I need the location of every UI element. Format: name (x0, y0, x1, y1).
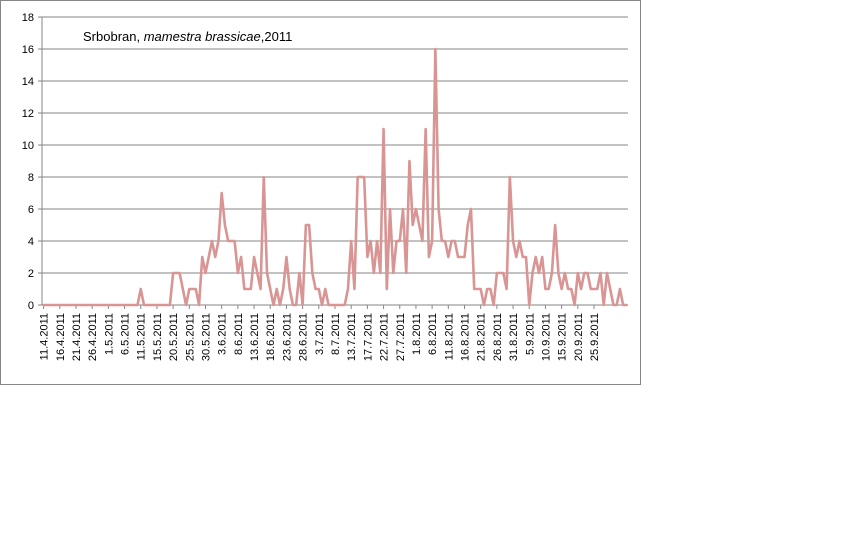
x-tick-label: 28.6.2011 (298, 313, 310, 361)
x-tick-label: 18.6.2011 (265, 313, 277, 361)
x-tick-label: 11.4.2011 (39, 313, 51, 360)
x-tick-label: 31.8.2011 (508, 313, 520, 361)
x-tick-label: 13.6.2011 (249, 313, 261, 361)
y-tick-label: 14 (22, 76, 34, 88)
y-axis-tick-labels: 0 2 4 6 8 10 12 14 16 18 (22, 12, 34, 312)
title-species: mamestra brassicae (144, 29, 261, 44)
x-tick-label: 27.7.2011 (395, 313, 407, 361)
x-tick-label: 20.5.2011 (168, 313, 180, 361)
x-tick-label: 17.7.2011 (362, 313, 374, 361)
x-tick-label: 21.4.2011 (71, 313, 83, 361)
y-tick-label: 8 (28, 172, 34, 184)
chart-area: 0 2 4 6 8 10 12 14 16 18 11.4.2011 16.4.2011 21.4.2… (0, 0, 641, 385)
x-axis-tick-labels: 11.4.2011 16.4.2011 21.4.2011 26.4.2011 1.5.… (39, 313, 601, 361)
x-tick-label: 15.9.2011 (557, 313, 569, 361)
chart-title: Srbobran, mamestra brassicae,2011 (83, 29, 292, 44)
x-tick-label: 10.9.2011 (540, 313, 552, 361)
x-tick-label: 11.8.2011 (443, 313, 455, 360)
x-tick-label: 16.8.2011 (460, 313, 472, 361)
line-chart: 0 2 4 6 8 10 12 14 16 18 11.4.2011 16.4.2011 21.4.2… (22, 12, 628, 361)
y-tick-label: 6 (28, 204, 34, 216)
x-tick-label: 13.7.2011 (346, 313, 358, 361)
x-tick-label: 30.5.2011 (200, 313, 212, 361)
x-tick-label: 26.4.2011 (87, 313, 99, 361)
y-tick-label: 12 (22, 108, 34, 120)
x-tick-label: 3.6.2011 (217, 313, 229, 355)
gridlines (42, 16, 628, 274)
x-tick-label: 15.5.2011 (152, 313, 164, 361)
x-tick-label: 23.6.2011 (281, 313, 293, 361)
x-tick-label: 16.4.2011 (55, 313, 67, 361)
series-layer (42, 47, 628, 307)
x-tick-label: 8.7.2011 (330, 313, 342, 355)
x-tick-label: 1.5.2011 (103, 313, 115, 355)
x-tick-label: 6.5.2011 (120, 313, 132, 355)
x-tick-label: 1.8.2011 (411, 313, 423, 355)
x-tick-label: 8.6.2011 (233, 313, 245, 355)
x-tick-label: 21.8.2011 (476, 313, 488, 361)
title-year: ,2011 (261, 29, 293, 44)
x-tick-label: 22.7.2011 (379, 313, 391, 361)
y-tick-label: 0 (28, 300, 34, 312)
title-location: Srbobran, (83, 29, 144, 44)
x-tick-label: 5.9.2011 (524, 313, 536, 355)
y-tick-label: 2 (28, 268, 34, 280)
x-tick-label: 25.5.2011 (184, 313, 196, 361)
x-tick-label: 26.8.2011 (492, 313, 504, 361)
x-tick-label: 3.7.2011 (314, 313, 326, 355)
x-tick-label: 11.5.2011 (136, 313, 148, 360)
x-tick-label: 20.9.2011 (573, 313, 585, 361)
y-tick-label: 4 (28, 236, 34, 248)
series-line (42, 47, 628, 307)
x-tick-label: 25.9.2011 (589, 313, 601, 361)
y-tick-label: 18 (22, 12, 34, 24)
y-tick-label: 10 (22, 140, 34, 152)
x-tick-label: 6.8.2011 (427, 313, 439, 355)
y-tick-label: 16 (22, 44, 34, 56)
